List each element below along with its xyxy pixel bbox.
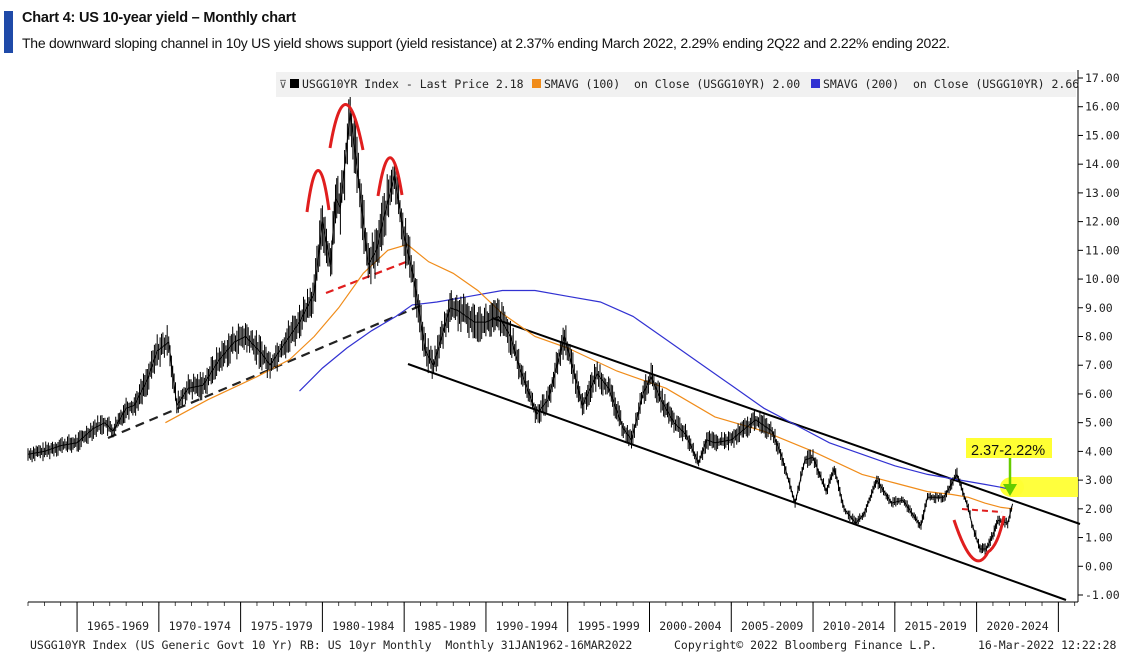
- series-sma100: [165, 243, 1013, 510]
- x-tick-label: 1995-1999: [577, 619, 639, 633]
- chart-title: Chart 4: US 10-year yield – Monthly char…: [22, 10, 296, 26]
- channel-upper-line: [491, 317, 1081, 525]
- x-tick-label: 1980-1984: [332, 619, 394, 633]
- series-price: [27, 94, 1014, 555]
- y-tick-label: 13.00: [1085, 186, 1120, 200]
- arrow-green-head: [1003, 484, 1017, 496]
- y-tick-label: 3.00: [1085, 473, 1113, 487]
- x-axis-ticks: 1965-1969 1970-1974 1975-1979 1980-1984 1985…: [27, 602, 1076, 633]
- y-tick-label: 4.00: [1085, 444, 1113, 458]
- y-tick-label: 5.00: [1085, 416, 1113, 430]
- y-tick-label: 12.00: [1085, 215, 1120, 229]
- support-highlight-band: [1010, 477, 1078, 497]
- series-sma200: [299, 289, 1013, 491]
- trendline-dashed-red-bottom: [961, 508, 1003, 513]
- y-tick-label: 16.00: [1085, 100, 1120, 114]
- y-tick-label: 14.00: [1085, 157, 1120, 171]
- x-tick-label: 1965-1969: [87, 619, 149, 633]
- legend-swatch-sma100: [532, 79, 541, 88]
- legend-label-sma100: SMAVG (100) on Close (USGG10YR) 2.00: [544, 77, 800, 91]
- price-line: [27, 112, 1014, 550]
- x-tick-label: 2015-2019: [905, 619, 967, 633]
- y-tick-label: 6.00: [1085, 387, 1113, 401]
- y-tick-label: 8.00: [1085, 330, 1113, 344]
- legend-stub-icon: ⊽: [279, 78, 287, 91]
- y-axis-ticks: 17.00 16.00 15.00 14.00 13.00 12.00 11.00 10.00…: [1078, 71, 1120, 602]
- x-tick-label: 1970-1974: [169, 619, 231, 633]
- footer-timestamp: 16-Mar-2022 12:22:28: [978, 638, 1117, 652]
- y-tick-label: 15.00: [1085, 128, 1120, 142]
- x-tick-label: 2000-2004: [659, 619, 721, 633]
- y-tick-label: -1.00: [1085, 588, 1120, 602]
- label-highlight: [966, 438, 1052, 458]
- y-tick-label: 1.00: [1085, 531, 1113, 545]
- x-tick-label: 1985-1989: [414, 619, 476, 633]
- legend-label-sma200: SMAVG (200) on Close (USGG10YR) 2.66: [823, 77, 1079, 91]
- legend-box: [276, 72, 1076, 97]
- title-accent-bar: [4, 11, 13, 53]
- y-tick-label: 0.00: [1085, 559, 1113, 573]
- footer-source: USGG10YR Index (US Generic Govt 10 Yr) R…: [30, 638, 632, 652]
- channel-lower-line: [407, 363, 1067, 601]
- y-tick-label: 11.00: [1085, 243, 1120, 257]
- annotation-right-shoulder-arc: [376, 156, 404, 197]
- chart-subtitle: The downward sloping channel in 10y US y…: [22, 35, 950, 51]
- x-tick-label: 2005-2009: [741, 619, 803, 633]
- legend-swatch-price: [290, 79, 299, 88]
- sma100-line: [165, 243, 1013, 510]
- y-tick-label: 10.00: [1085, 272, 1120, 286]
- y-tick-label: 9.00: [1085, 301, 1113, 315]
- sma200-line: [299, 289, 1013, 491]
- annotation-left-shoulder-arc: [305, 169, 331, 213]
- trendline-dashed-red-top: [325, 260, 407, 295]
- annotation-support-label: 2.37-2.22%: [971, 443, 1045, 459]
- x-tick-label: 2020-2024: [986, 619, 1048, 633]
- y-tick-label: 17.00: [1085, 71, 1120, 85]
- annotation-bottom-cup-arc: [952, 515, 1006, 563]
- legend-label-price: USGG10YR Index - Last Price 2.18: [302, 77, 524, 91]
- y-tick-label: 7.00: [1085, 358, 1113, 372]
- x-tick-label: 2010-2014: [823, 619, 885, 633]
- trendline-dashed-black: [107, 304, 421, 440]
- legend-swatch-sma200: [811, 79, 820, 88]
- y-tick-label: 2.00: [1085, 502, 1113, 516]
- legend: ⊽ USGG10YR Index - Last Price 2.18 SMAVG…: [276, 72, 1079, 97]
- annotation-head-arc: [328, 103, 365, 151]
- footer-copyright: Copyright© 2022 Bloomberg Finance L.P.: [674, 638, 937, 652]
- x-tick-label: 1990-1994: [496, 619, 558, 633]
- x-tick-label: 1975-1979: [250, 619, 312, 633]
